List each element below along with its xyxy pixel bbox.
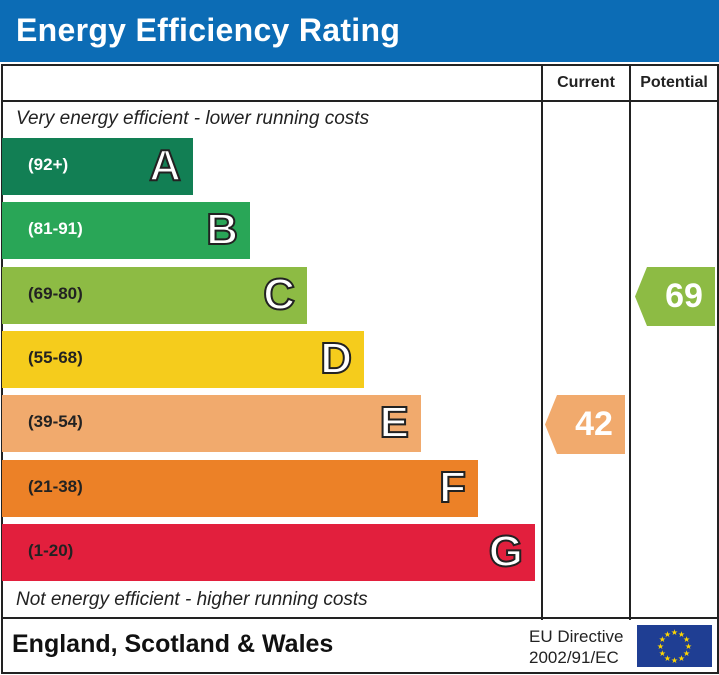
footer-divider	[1, 617, 717, 619]
column-divider	[629, 64, 631, 620]
band-range: (1-20)	[28, 540, 74, 560]
bottom-note: Not energy efficient - higher running co…	[16, 589, 368, 610]
band-letter: C	[262, 269, 296, 320]
svg-text:★: ★	[657, 642, 664, 651]
svg-text:★: ★	[683, 635, 690, 644]
band-letter: G	[488, 526, 524, 577]
band-c: (69-80) C	[2, 266, 307, 324]
country-label: England, Scotland & Wales	[12, 630, 334, 658]
column-header-potential: Potential	[640, 74, 708, 91]
eu-flag-icon: ★ ★ ★ ★ ★ ★ ★ ★ ★ ★ ★ ★	[637, 625, 712, 667]
top-note: Very energy efficient - lower running co…	[16, 108, 370, 129]
band-e: (39-54) E	[2, 395, 421, 453]
band-letter: B	[205, 204, 239, 255]
band-letter: F	[438, 462, 467, 513]
header-divider	[1, 100, 717, 102]
svg-text:★: ★	[671, 628, 678, 637]
rating-value: 42	[575, 405, 613, 444]
band-b: (81-91) B	[2, 202, 250, 260]
svg-text:★: ★	[678, 654, 685, 663]
current-rating-arrow: 42	[545, 395, 625, 455]
svg-text:★: ★	[659, 635, 666, 644]
band-range: (69-80)	[28, 283, 83, 303]
eu-directive-number: 2002/91/EC	[529, 648, 619, 667]
band-letter: D	[319, 333, 353, 384]
svg-text:★: ★	[683, 649, 690, 658]
svg-text:★: ★	[664, 630, 671, 639]
svg-text:★: ★	[671, 656, 678, 665]
band-d: (55-68) D	[2, 330, 364, 388]
svg-text:★: ★	[678, 630, 685, 639]
band-f: (21-38) F	[2, 459, 478, 517]
band-letter: A	[148, 140, 182, 191]
band-range: (39-54)	[28, 412, 83, 432]
band-a: (92+) A	[2, 138, 193, 195]
eu-directive-label: EU Directive	[529, 627, 624, 646]
svg-text:★: ★	[659, 649, 666, 658]
title-bar: Energy Efficiency Rating	[0, 0, 719, 62]
band-range: (55-68)	[28, 347, 83, 367]
svg-text:★: ★	[685, 642, 692, 651]
band-letter: E	[379, 397, 410, 448]
chart-title: Energy Efficiency Rating	[16, 12, 401, 48]
column-divider	[541, 64, 543, 620]
rating-value: 69	[665, 276, 703, 315]
column-header-current: Current	[557, 74, 615, 91]
svg-text:★: ★	[664, 654, 671, 663]
band-range: (92+)	[28, 155, 69, 174]
rating-arrow-shape	[635, 266, 715, 326]
rating-arrow-shape	[545, 395, 625, 455]
band-range: (81-91)	[28, 219, 83, 239]
potential-rating-arrow: 69	[635, 266, 715, 326]
band-range: (21-38)	[28, 476, 83, 496]
band-g: (1-20) G	[2, 523, 535, 581]
